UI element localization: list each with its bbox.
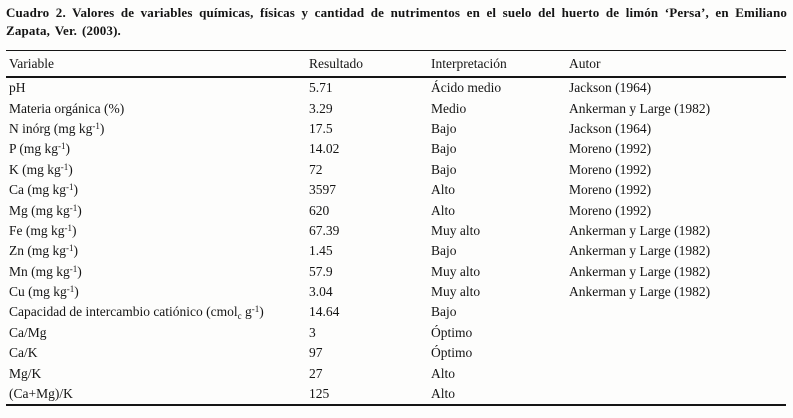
- cell-interpretacion: Bajo: [431, 161, 457, 177]
- cell-interpretacion: Bajo: [431, 304, 457, 320]
- cell-variable: Mn (mg kg-1): [9, 263, 82, 279]
- cell-variable: Mg (mg kg-1): [9, 202, 82, 218]
- cell-interpretacion: Muy alto: [431, 222, 481, 238]
- cell-autor: Jackson (1964): [569, 80, 652, 96]
- cell-autor: Moreno (1992): [569, 202, 652, 218]
- cell-interpretacion: Alto: [431, 386, 456, 402]
- soil-variables-table: Variable Resultado Interpretación Autor pH 5…: [6, 50, 786, 407]
- cell-variable: Cu (mg kg-1): [9, 284, 79, 300]
- column-header-variable: Variable: [6, 50, 309, 78]
- table-row: (Ca+Mg)/K 125 Alto: [6, 384, 786, 405]
- cell-resultado: 3597: [309, 182, 336, 198]
- cell-autor: [569, 384, 786, 405]
- table-row: Fe (mg kg-1) 67.39 Muy alto Ankerman y Larg…: [6, 221, 786, 241]
- cell-variable: Mg/K: [9, 365, 42, 381]
- cell-resultado: 67.39: [309, 222, 340, 238]
- cell-autor: [569, 363, 786, 383]
- cell-resultado: 3.04: [309, 284, 333, 300]
- cell-resultado: 17.5: [309, 120, 333, 136]
- cell-autor: Moreno (1992): [569, 141, 652, 157]
- cell-resultado: 3.29: [309, 100, 333, 116]
- cell-resultado: 97: [309, 345, 323, 361]
- cell-resultado: 14.02: [309, 141, 340, 157]
- cell-variable: N inórg (mg kg-1): [9, 120, 105, 136]
- column-header-autor: Autor: [569, 50, 786, 78]
- cell-variable: K (mg kg-1): [9, 161, 73, 177]
- cell-autor: Moreno (1992): [569, 182, 652, 198]
- table-row: Cu (mg kg-1) 3.04 Muy alto Ankerman y Large…: [6, 282, 786, 302]
- cell-resultado: 125: [309, 386, 330, 402]
- table-row: P (mg kg-1) 14.02 Bajo Moreno (1992): [6, 139, 786, 159]
- table-row: N inórg (mg kg-1) 17.5 Bajo Jackson (1964): [6, 119, 786, 139]
- cell-resultado: 620: [309, 202, 330, 218]
- cell-variable: Capacidad de intercambio catiónico (cmol…: [9, 304, 264, 322]
- table-row: Mg/K 27 Alto: [6, 363, 786, 383]
- cell-variable: (Ca+Mg)/K: [9, 386, 73, 402]
- cell-autor: Ankerman y Large (1982): [569, 100, 711, 116]
- cell-resultado: 72: [309, 161, 323, 177]
- cell-interpretacion: Muy alto: [431, 263, 481, 279]
- cell-interpretacion: Alto: [431, 365, 456, 381]
- cell-autor: [569, 343, 786, 363]
- table-row: Mg (mg kg-1) 620 Alto Moreno (1992): [6, 200, 786, 220]
- cell-interpretacion: Bajo: [431, 243, 457, 259]
- cell-autor: [569, 302, 786, 322]
- cell-autor: Ankerman y Large (1982): [569, 222, 711, 238]
- cell-resultado: 5.71: [309, 80, 333, 96]
- cell-variable: P (mg kg-1): [9, 141, 71, 157]
- table-row: Ca/K 97 Óptimo: [6, 343, 786, 363]
- cell-autor: Ankerman y Large (1982): [569, 243, 711, 259]
- table-body: pH 5.71 Ácido medio Jackson (1964) Materia o…: [6, 77, 786, 405]
- cell-interpretacion: Muy alto: [431, 284, 481, 300]
- column-header-interpretacion: Interpretación: [431, 50, 569, 78]
- cell-resultado: 3: [309, 324, 316, 340]
- cell-autor: [569, 323, 786, 343]
- cell-resultado: 14.64: [309, 304, 340, 320]
- table-row: K (mg kg-1) 72 Bajo Moreno (1992): [6, 160, 786, 180]
- cell-autor: Moreno (1992): [569, 161, 652, 177]
- table-row: Ca/Mg 3 Óptimo: [6, 323, 786, 343]
- cell-interpretacion: Óptimo: [431, 324, 473, 340]
- table-row: Mn (mg kg-1) 57.9 Muy alto Ankerman y Large…: [6, 262, 786, 282]
- table-row: Zn (mg kg-1) 1.45 Bajo Ankerman y Large (19…: [6, 241, 786, 261]
- table-row: Capacidad de intercambio catiónico (cmol…: [6, 302, 786, 322]
- cell-variable: Ca (mg kg-1): [9, 182, 78, 198]
- table-caption: Cuadro 2. Valores de variables químicas,…: [6, 5, 787, 38]
- cell-interpretacion: Bajo: [431, 120, 457, 136]
- cell-autor: Ankerman y Large (1982): [569, 284, 711, 300]
- cell-variable: pH: [9, 80, 26, 96]
- table-row: Materia orgánica (%) 3.29 Medio Ankerman y …: [6, 98, 786, 118]
- cell-variable: Materia orgánica (%): [9, 100, 125, 116]
- cell-resultado: 57.9: [309, 263, 333, 279]
- cell-resultado: 27: [309, 365, 323, 381]
- table-row: pH 5.71 Ácido medio Jackson (1964): [6, 77, 786, 98]
- cell-autor: Jackson (1964): [569, 120, 652, 136]
- cell-interpretacion: Óptimo: [431, 345, 473, 361]
- cell-interpretacion: Medio: [431, 100, 467, 116]
- column-header-resultado: Resultado: [309, 50, 431, 78]
- cell-interpretacion: Ácido medio: [431, 80, 502, 96]
- table-row: Ca (mg kg-1) 3597 Alto Moreno (1992): [6, 180, 786, 200]
- cell-resultado: 1.45: [309, 243, 333, 259]
- cell-autor: Ankerman y Large (1982): [569, 263, 711, 279]
- cell-variable: Fe (mg kg-1): [9, 222, 77, 238]
- cell-variable: Ca/Mg: [9, 324, 47, 340]
- cell-interpretacion: Bajo: [431, 141, 457, 157]
- cell-interpretacion: Alto: [431, 202, 456, 218]
- cell-variable: Ca/K: [9, 345, 38, 361]
- table-head-row: Variable Resultado Interpretación Autor: [6, 50, 786, 78]
- cell-interpretacion: Alto: [431, 182, 456, 198]
- cell-variable: Zn (mg kg-1): [9, 243, 78, 259]
